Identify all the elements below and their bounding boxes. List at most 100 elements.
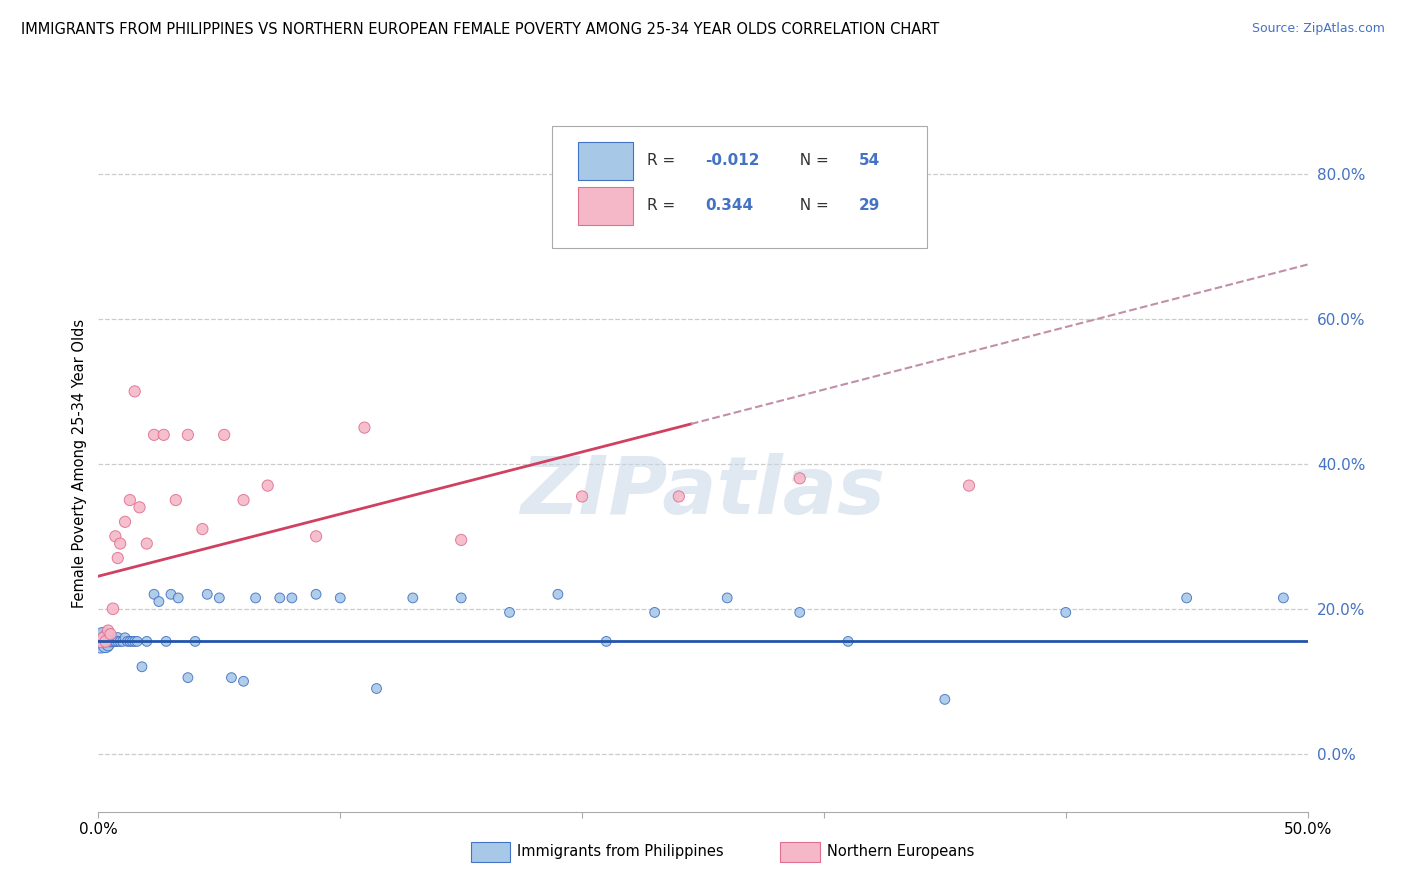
Point — [450, 591, 472, 605]
Point — [148, 594, 170, 608]
Point — [716, 591, 738, 605]
Point — [155, 634, 177, 648]
Point — [104, 634, 127, 648]
Point — [191, 522, 214, 536]
Point — [1054, 606, 1077, 620]
Point — [107, 634, 129, 648]
Text: Source: ZipAtlas.com: Source: ZipAtlas.com — [1251, 22, 1385, 36]
Point — [107, 631, 129, 645]
Point — [135, 634, 157, 648]
Point — [111, 634, 134, 648]
Point — [1272, 591, 1295, 605]
Point — [131, 660, 153, 674]
Y-axis label: Female Poverty Among 25-34 Year Olds: Female Poverty Among 25-34 Year Olds — [72, 319, 87, 608]
Text: 54: 54 — [859, 153, 880, 169]
Point — [450, 533, 472, 547]
Bar — [578, 142, 633, 180]
Point — [94, 631, 117, 645]
Point — [571, 490, 593, 504]
Point — [184, 634, 207, 648]
Text: Immigrants from Philippines: Immigrants from Philippines — [517, 845, 724, 859]
Point — [114, 631, 136, 645]
Point — [118, 493, 141, 508]
Text: N =: N = — [790, 153, 834, 169]
Point — [177, 428, 200, 442]
Text: IMMIGRANTS FROM PHILIPPINES VS NORTHERN EUROPEAN FEMALE POVERTY AMONG 25-34 YEAR: IMMIGRANTS FROM PHILIPPINES VS NORTHERN … — [21, 22, 939, 37]
Point — [281, 591, 304, 605]
Point — [118, 634, 141, 648]
Point — [143, 587, 166, 601]
Point — [100, 634, 122, 648]
Point — [91, 631, 114, 645]
Point — [97, 634, 120, 648]
Point — [135, 536, 157, 550]
Point — [127, 634, 149, 648]
Point — [957, 478, 980, 492]
Point — [94, 638, 117, 652]
Point — [152, 428, 174, 442]
Point — [232, 674, 254, 689]
Point — [644, 606, 666, 620]
Text: 0.344: 0.344 — [706, 198, 754, 213]
Point — [547, 587, 569, 601]
Point — [221, 671, 243, 685]
Point — [91, 631, 114, 645]
Point — [160, 587, 183, 601]
Point — [498, 606, 520, 620]
Point — [101, 634, 124, 648]
Point — [177, 671, 200, 685]
Point — [256, 478, 278, 492]
Point — [402, 591, 425, 605]
Point — [934, 692, 956, 706]
Point — [789, 606, 811, 620]
Point — [353, 420, 375, 434]
Text: ZIPatlas: ZIPatlas — [520, 452, 886, 531]
Point — [108, 634, 131, 648]
Point — [107, 551, 129, 566]
FancyBboxPatch shape — [553, 127, 927, 248]
Point — [94, 634, 117, 648]
Point — [269, 591, 291, 605]
Point — [329, 591, 352, 605]
Point — [143, 428, 166, 442]
Point — [208, 591, 231, 605]
Text: 29: 29 — [859, 198, 880, 213]
Bar — [578, 186, 633, 225]
Point — [789, 471, 811, 485]
Point — [108, 536, 131, 550]
Point — [101, 631, 124, 645]
Point — [104, 529, 127, 543]
Point — [117, 634, 139, 648]
Point — [245, 591, 267, 605]
Point — [90, 634, 112, 648]
Point — [104, 634, 127, 648]
Point — [128, 500, 150, 515]
Point — [124, 634, 146, 648]
Point — [124, 384, 146, 399]
Point — [114, 515, 136, 529]
Point — [212, 428, 235, 442]
Point — [97, 638, 120, 652]
Point — [101, 601, 124, 615]
Text: R =: R = — [647, 198, 681, 213]
Point — [100, 631, 122, 645]
Point — [97, 624, 120, 638]
Text: R =: R = — [647, 153, 681, 169]
Point — [305, 587, 328, 601]
Point — [595, 634, 617, 648]
Point — [366, 681, 388, 696]
Text: N =: N = — [790, 198, 834, 213]
Point — [1175, 591, 1198, 605]
Text: -0.012: -0.012 — [706, 153, 759, 169]
Point — [121, 634, 143, 648]
Text: Northern Europeans: Northern Europeans — [827, 845, 974, 859]
Point — [167, 591, 190, 605]
Point — [195, 587, 218, 601]
Point — [837, 634, 859, 648]
Point — [232, 493, 254, 508]
Point — [668, 490, 690, 504]
Point — [305, 529, 328, 543]
Point — [165, 493, 187, 508]
Point — [90, 634, 112, 648]
Point — [100, 627, 122, 641]
